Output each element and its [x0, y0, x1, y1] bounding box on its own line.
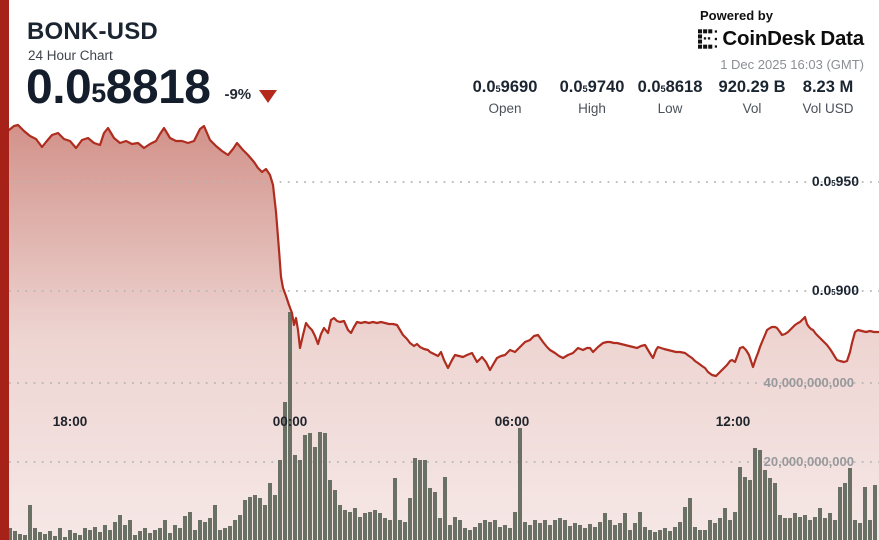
- stat-vol: 920.29 B Vol: [719, 78, 786, 116]
- current-price-row: 0.058818 -9%: [26, 61, 278, 114]
- branding-block: Powered by CoinDesk Data 1 Dec 2025 16:03…: [698, 8, 864, 72]
- stat-low: 0.058618 Low: [638, 78, 703, 116]
- price-integer: 0.0: [26, 61, 92, 114]
- stat-vol-usd: 8.23 M Vol USD: [802, 78, 853, 116]
- current-price: 0.058818: [26, 61, 211, 114]
- stat-open: 0.059690 Open: [473, 78, 538, 116]
- price-digits: 8818: [105, 61, 211, 114]
- stat-high: 0.059740 High: [560, 78, 625, 116]
- stat-vol-usd-value: 8.23 M: [802, 78, 854, 96]
- stat-vol-value: 920.29 B: [718, 78, 786, 96]
- stat-low-label: Low: [657, 101, 683, 116]
- stat-high-value: 0.059740: [559, 78, 625, 96]
- coindesk-logo: CoinDesk Data: [698, 27, 864, 51]
- left-accent-bar: [0, 0, 9, 540]
- brand-name-data: Data: [820, 27, 864, 50]
- stat-open-label: Open: [488, 101, 522, 116]
- stat-vol-label: Vol: [742, 101, 762, 116]
- chart-timestamp: 1 Dec 2025 16:03 (GMT): [720, 57, 864, 72]
- stat-high-label: High: [578, 101, 606, 116]
- page-title: BONK-USD: [27, 18, 158, 45]
- coindesk-logo-icon: [698, 29, 718, 49]
- powered-by-label: Powered by: [700, 8, 773, 23]
- price-change-percent: -9%: [224, 86, 252, 103]
- stat-vol-usd-label: Vol USD: [802, 101, 854, 116]
- price-subscript: 5: [91, 78, 106, 109]
- chart-subtitle: 24 Hour Chart: [28, 48, 113, 63]
- stat-open-value: 0.059690: [472, 78, 538, 96]
- stat-low-value: 0.058618: [637, 78, 703, 96]
- down-triangle-icon: [259, 90, 278, 103]
- brand-name-coindesk: CoinDesk: [722, 27, 816, 50]
